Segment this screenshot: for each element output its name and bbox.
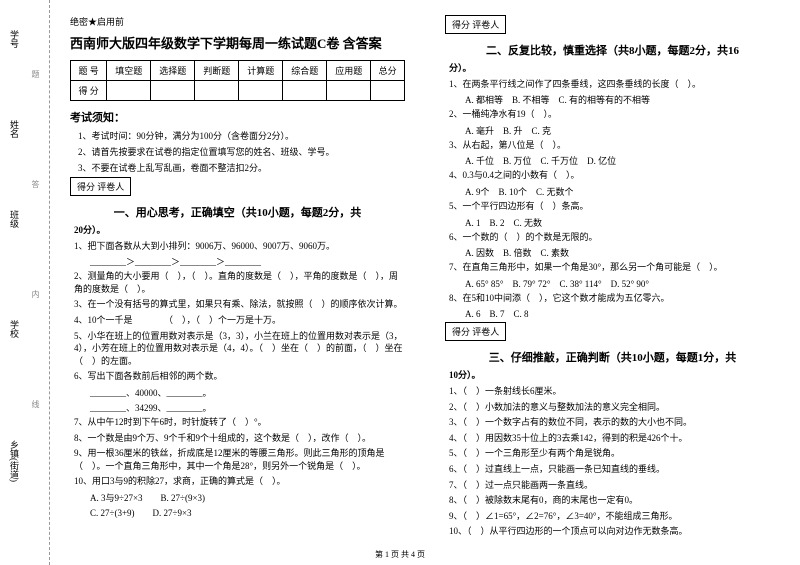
binding-margin: 学号 姓名 班级 学校 乡镇(街道) 题 答 内 线 bbox=[0, 0, 50, 565]
s3-q1: 1、（ ）一条射线长6厘米。 bbox=[445, 385, 780, 398]
dash-label-4: 线 bbox=[30, 400, 41, 408]
notice-1: 1、考试时间：90分钟，满分为100分（含卷面分2分）。 bbox=[70, 129, 405, 142]
s2-q7: 7、在直角三角形中，如果一个角是30°，那么另一个角可能是（ ）。 bbox=[445, 261, 780, 274]
s1-q10: 10、用口3与9的积除27，求商，正确的算式是（ ）。 bbox=[70, 475, 405, 488]
s3-q10: 10、（ ）从平行四边形的一个顶点可以向对边作无数条高。 bbox=[445, 525, 780, 538]
dash-label-1: 题 bbox=[30, 70, 41, 78]
s3-q8: 8、（ ）被除数末尾有0，商的末尾也一定有0。 bbox=[445, 494, 780, 507]
grade-box-2: 得分 评卷人 bbox=[445, 15, 506, 34]
row2-label: 得 分 bbox=[71, 81, 107, 101]
exam-title: 西南师大版四年级数学下学期每周一练试题C卷 含答案 bbox=[70, 33, 405, 52]
dash-label-3: 内 bbox=[30, 290, 41, 298]
section1-title2: 20分）。 bbox=[70, 224, 405, 237]
s2-q2: 2、一桶纯净水有19（ ）。 bbox=[445, 108, 780, 121]
s1-q6: 6、写出下面各数前后相邻的两个数。 bbox=[70, 370, 405, 383]
label-student-id: 学号 bbox=[8, 30, 21, 48]
label-class: 班级 bbox=[8, 210, 21, 228]
s2-q8: 8、在5和10中间添（ ），它这个数才能成为五亿零六。 bbox=[445, 292, 780, 305]
s2-q4: 4、0.3与0.4之间的小数有（ ）。 bbox=[445, 169, 780, 182]
s1-10d: D. 27÷9×3 bbox=[153, 508, 192, 518]
left-column: 绝密★启用前 西南师大版四年级数学下学期每周一练试题C卷 含答案 题 号 填空题… bbox=[50, 0, 425, 565]
s3-q7: 7、（ ）过一点只能画两一条直线。 bbox=[445, 479, 780, 492]
th-4: 计算题 bbox=[239, 61, 283, 81]
notice-title: 考试须知： bbox=[70, 109, 405, 125]
section3-title2: 10分）。 bbox=[445, 369, 780, 382]
s3-q3: 3、（ ）一个数字占有的数位不同，表示的数的大小也不同。 bbox=[445, 416, 780, 429]
s3-q9: 9、（ ）∠1=65°，∠2=76°，∠3=40°，不能组成三角形。 bbox=[445, 510, 780, 523]
s1-10c: C. 27÷(3+9) bbox=[90, 508, 135, 518]
th-7: 总分 bbox=[371, 61, 405, 81]
page-footer: 第 1 页 共 4 页 bbox=[375, 549, 425, 560]
s1-q3: 3、在一个没有括号的算式里，如果只有乘、除法，就按照（ ）的顺序依次计算。 bbox=[70, 298, 405, 311]
grade-box-3: 得分 评卷人 bbox=[445, 322, 506, 341]
dash-label-2: 答 bbox=[30, 180, 41, 188]
secret-label: 绝密★启用前 bbox=[70, 15, 405, 28]
section1-title: 一、用心思考，正确填空（共10小题，每题2分，共 bbox=[70, 204, 405, 220]
s2-q6: 6、一个数的（ ）的个数是无限的。 bbox=[445, 231, 780, 244]
th-3: 判断题 bbox=[195, 61, 239, 81]
s1-q9: 9、用一根36厘米的铁丝，折成底是12厘米的等腰三角形。则此三角形的顶角是（ ）… bbox=[70, 447, 405, 472]
s2-q3: 3、从右起，第八位是（ ）。 bbox=[445, 139, 780, 152]
label-school: 学校 bbox=[8, 320, 21, 338]
s2-q1: 1、在两条平行线之间作了四条垂线，这四条垂线的长度（ ）。 bbox=[445, 78, 780, 91]
s1-10b: B. 27÷(9×3) bbox=[161, 493, 206, 503]
s1-q7: 7、从中午12时到下午6时，时针旋转了（ ）°。 bbox=[70, 416, 405, 429]
th-0: 题 号 bbox=[71, 61, 107, 81]
label-town: 乡镇(街道) bbox=[8, 440, 21, 482]
s1-q5: 5、小华在班上的位置用数对表示是（3，3），小兰在班上的位置用数对表示是（3，4… bbox=[70, 330, 405, 368]
section3-title: 三、仔细推敲，正确判断（共10小题，每题1分，共 bbox=[445, 349, 780, 365]
s1-q6a: ________、40000、________。 bbox=[70, 386, 405, 399]
notice-3: 3、不要在试卷上乱写乱画，卷面不整洁扣2分。 bbox=[70, 161, 405, 174]
section2-title2: 分）。 bbox=[445, 62, 780, 75]
section2-title: 二、反复比较，慎重选择（共8小题，每题2分，共16 bbox=[445, 42, 780, 58]
s3-q4: 4、（ ）用因数35十位上的3去乘142，得到的积是426个十。 bbox=[445, 432, 780, 445]
s3-q2: 2、（ ）小数加法的意义与整数加法的意义完全相同。 bbox=[445, 401, 780, 414]
s1-q1-blank: ________＞________＞________＞________ bbox=[70, 255, 405, 268]
s1-q2: 2、测量角的大小要用（ ），（ ）。直角的度数是（ ），平角的度数是（ ），周角… bbox=[70, 270, 405, 295]
th-6: 应用题 bbox=[327, 61, 371, 81]
notice-2: 2、请首先按要求在试卷的指定位置填写您的姓名、班级、学号。 bbox=[70, 145, 405, 158]
label-name: 姓名 bbox=[8, 120, 21, 138]
s2-q5: 5、一个平行四边形有（ ）条高。 bbox=[445, 200, 780, 213]
s3-q5: 5、（ ）一个三角形至少有两个角是锐角。 bbox=[445, 447, 780, 460]
s1-q4: 4、10个一千是 （ ），（ ）个一万是十万。 bbox=[70, 314, 405, 327]
s1-q6b: ________、34299、________。 bbox=[70, 401, 405, 414]
grade-box-1: 得分 评卷人 bbox=[70, 177, 131, 196]
th-5: 综合题 bbox=[283, 61, 327, 81]
right-column: 得分 评卷人 二、反复比较，慎重选择（共8小题，每题2分，共16 分）。 1、在… bbox=[425, 0, 800, 565]
s3-q6: 6、（ ）过直线上一点，只能画一条已知直线的垂线。 bbox=[445, 463, 780, 476]
score-table: 题 号 填空题 选择题 判断题 计算题 综合题 应用题 总分 得 分 bbox=[70, 60, 405, 101]
s1-q1: 1、把下面各数从大到小排列：9006万、96000、9007万、9060万。 bbox=[70, 240, 405, 253]
th-1: 填空题 bbox=[107, 61, 151, 81]
th-2: 选择题 bbox=[151, 61, 195, 81]
s1-10a: A. 3与9÷27×3 bbox=[90, 493, 143, 503]
s1-q8: 8、一个数是由9个万、9个千和9个十组成的，这个数是（ ），改作（ ）。 bbox=[70, 432, 405, 445]
